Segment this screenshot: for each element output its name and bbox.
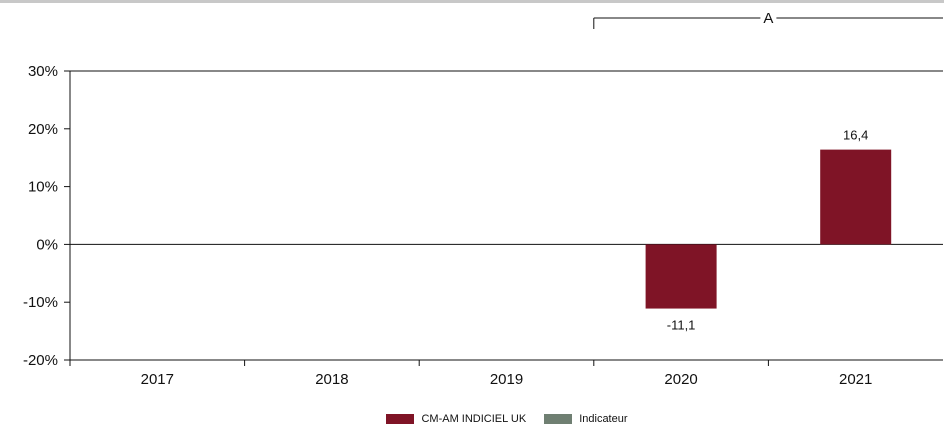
period-bracket: A xyxy=(593,10,943,29)
y-tick-label: -10% xyxy=(23,294,58,311)
y-tick-label: 30% xyxy=(28,63,58,80)
data-label-2020: -11,1 xyxy=(667,318,696,333)
y-tick-label: 20% xyxy=(28,121,58,138)
x-axis-ticks: 2017 2018 2019 2020 2021 xyxy=(141,360,872,388)
legend-swatch-fund xyxy=(386,414,415,424)
bar-2020 xyxy=(645,244,717,309)
x-tick-label: 2017 xyxy=(141,371,174,388)
axes xyxy=(69,70,943,366)
x-tick-label: 2020 xyxy=(664,371,697,388)
data-label-2021: 16,4 xyxy=(843,128,868,143)
y-tick-label: -20% xyxy=(23,352,58,369)
x-tick-label: 2018 xyxy=(315,371,348,388)
y-tick-label: 10% xyxy=(28,179,58,196)
bars xyxy=(645,149,892,309)
top-rule xyxy=(0,0,944,3)
legend-item-indicator: Indicateur xyxy=(544,413,628,425)
x-tick-label: 2019 xyxy=(490,371,523,388)
y-axis-ticks: 30% 20% 10% 0% -10% -20% xyxy=(23,63,70,369)
data-labels: -11,1 16,4 xyxy=(667,128,869,333)
bracket-label: A xyxy=(763,10,773,27)
legend-label-indicator: Indicateur xyxy=(579,413,628,425)
bar-2021 xyxy=(820,149,892,245)
legend-swatch-indicator xyxy=(544,414,573,424)
legend-label-fund: CM-AM INDICIEL UK xyxy=(421,413,527,425)
legend: CM-AM INDICIEL UK Indicateur xyxy=(0,412,944,426)
y-tick-label: 0% xyxy=(36,236,58,253)
x-tick-label: 2021 xyxy=(839,371,872,388)
legend-item-fund: CM-AM INDICIEL UK xyxy=(316,413,526,425)
